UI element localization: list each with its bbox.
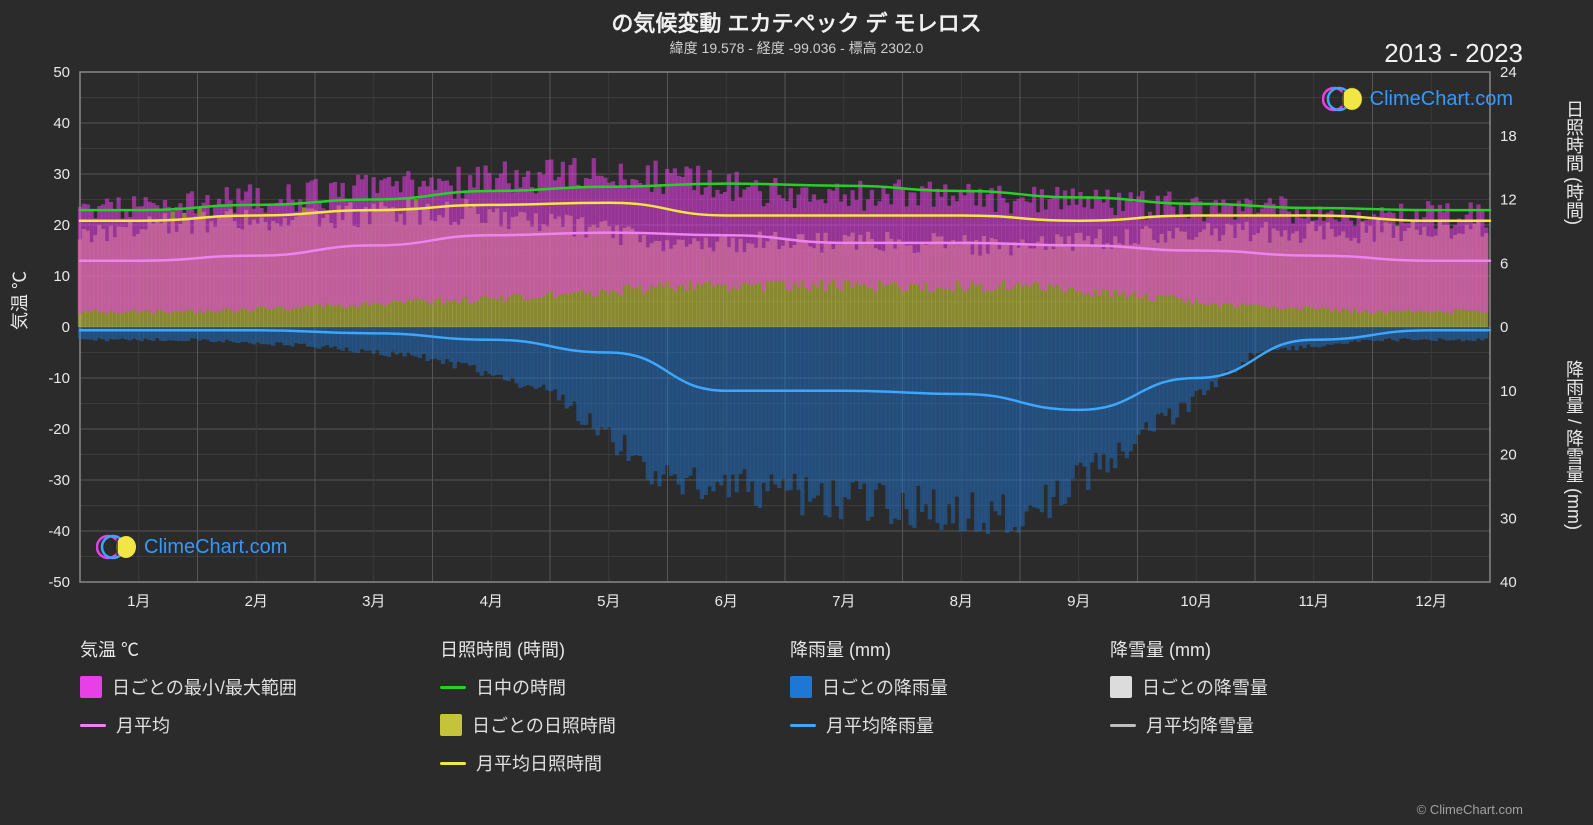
legend-label: 日ごとの最小/最大範囲 xyxy=(112,674,297,700)
swatch-line-icon xyxy=(440,686,466,689)
svg-text:7月: 7月 xyxy=(832,593,855,610)
legend-label: 月平均 xyxy=(116,712,170,738)
chart-subtitle: 緯度 19.578 - 経度 -99.036 - 標高 2302.0 xyxy=(0,38,1593,58)
legend-item-sunshine-daily: 日ごとの日照時間 xyxy=(440,712,790,738)
legend-header-snow: 降雪量 (mm) xyxy=(1110,636,1430,662)
svg-text:1月: 1月 xyxy=(127,593,150,610)
legend-item-sunshine-avg: 月平均日照時間 xyxy=(440,750,790,776)
svg-text:50: 50 xyxy=(53,67,70,81)
svg-text:40: 40 xyxy=(1500,574,1517,591)
legend-label: 日ごとの降雪量 xyxy=(1142,674,1268,700)
svg-text:-20: -20 xyxy=(48,421,70,438)
svg-text:-30: -30 xyxy=(48,472,70,489)
legend-item-temp-range: 日ごとの最小/最大範囲 xyxy=(80,674,440,700)
svg-text:0: 0 xyxy=(1500,319,1508,336)
legend-label: 月平均降雨量 xyxy=(826,712,934,738)
svg-text:5月: 5月 xyxy=(597,593,620,610)
svg-text:6月: 6月 xyxy=(715,593,738,610)
brand-text: ClimeChart.com xyxy=(1370,88,1513,111)
y-axis-right-bot-label: 降雨量 / 降雪量 (mm) xyxy=(1561,360,1587,530)
copyright: © ClimeChart.com xyxy=(1417,802,1523,817)
climate-chart-root: の気候変動 エカテペック デ モレロス 緯度 19.578 - 経度 -99.0… xyxy=(0,0,1593,825)
climechart-logo-icon xyxy=(1322,84,1364,114)
legend-item-temp-avg: 月平均 xyxy=(80,712,440,738)
svg-text:24: 24 xyxy=(1500,67,1517,81)
svg-text:4月: 4月 xyxy=(480,593,503,610)
svg-text:11月: 11月 xyxy=(1298,593,1329,610)
climechart-logo-icon xyxy=(96,532,138,562)
legend-label: 日中の時間 xyxy=(476,674,566,700)
legend-label: 日ごとの日照時間 xyxy=(472,712,616,738)
svg-text:3月: 3月 xyxy=(362,593,385,610)
legend-header-rain: 降雨量 (mm) xyxy=(790,636,1110,662)
svg-text:18: 18 xyxy=(1500,128,1517,145)
chart-title: の気候変動 エカテペック デ モレロス xyxy=(0,6,1593,38)
swatch-line-icon xyxy=(790,724,816,727)
svg-text:9月: 9月 xyxy=(1067,593,1090,610)
y-axis-right-top-label: 日照時間 (時間) xyxy=(1561,100,1587,225)
legend-label: 月平均日照時間 xyxy=(476,750,602,776)
swatch-box-icon xyxy=(80,676,102,698)
svg-text:2月: 2月 xyxy=(245,593,268,610)
svg-text:30: 30 xyxy=(1500,510,1517,527)
plot-area: -50-40-30-20-100102030405006121824102030… xyxy=(80,72,1490,582)
legend: 気温 ℃ 日照時間 (時間) 降雨量 (mm) 降雪量 (mm) 日ごとの最小/… xyxy=(80,636,1520,776)
legend-item-snow-avg: 月平均降雪量 xyxy=(1110,712,1430,738)
swatch-box-icon xyxy=(1110,676,1132,698)
legend-header-temp: 気温 ℃ xyxy=(80,636,440,662)
svg-text:20: 20 xyxy=(53,217,70,234)
svg-text:-50: -50 xyxy=(48,574,70,591)
legend-label: 月平均降雪量 xyxy=(1146,712,1254,738)
brand-logo-bottom: ClimeChart.com xyxy=(96,532,287,562)
brand-text: ClimeChart.com xyxy=(144,536,287,559)
svg-text:20: 20 xyxy=(1500,447,1517,464)
svg-text:40: 40 xyxy=(53,115,70,132)
svg-text:30: 30 xyxy=(53,166,70,183)
legend-item-rain-daily: 日ごとの降雨量 xyxy=(790,674,1110,700)
svg-text:12月: 12月 xyxy=(1415,593,1447,610)
svg-text:12: 12 xyxy=(1500,192,1517,209)
swatch-line-icon xyxy=(80,724,106,727)
legend-label: 日ごとの降雨量 xyxy=(822,674,948,700)
svg-text:8月: 8月 xyxy=(950,593,973,610)
svg-text:10: 10 xyxy=(1500,383,1517,400)
svg-text:10月: 10月 xyxy=(1180,593,1212,610)
svg-text:0: 0 xyxy=(62,319,70,336)
svg-text:6: 6 xyxy=(1500,255,1508,272)
svg-text:-40: -40 xyxy=(48,523,70,540)
swatch-line-icon xyxy=(440,762,466,765)
swatch-box-icon xyxy=(790,676,812,698)
year-range: 2013 - 2023 xyxy=(1384,38,1523,69)
brand-logo-top: ClimeChart.com xyxy=(1322,84,1513,114)
swatch-line-icon xyxy=(1110,724,1136,727)
svg-text:10: 10 xyxy=(53,268,70,285)
swatch-box-icon xyxy=(440,714,462,736)
legend-item-rain-avg: 月平均降雨量 xyxy=(790,712,1110,738)
legend-header-daylight: 日照時間 (時間) xyxy=(440,636,790,662)
legend-item-snow-daily: 日ごとの降雪量 xyxy=(1110,674,1430,700)
svg-text:-10: -10 xyxy=(48,370,70,387)
legend-item-daylight-line: 日中の時間 xyxy=(440,674,790,700)
